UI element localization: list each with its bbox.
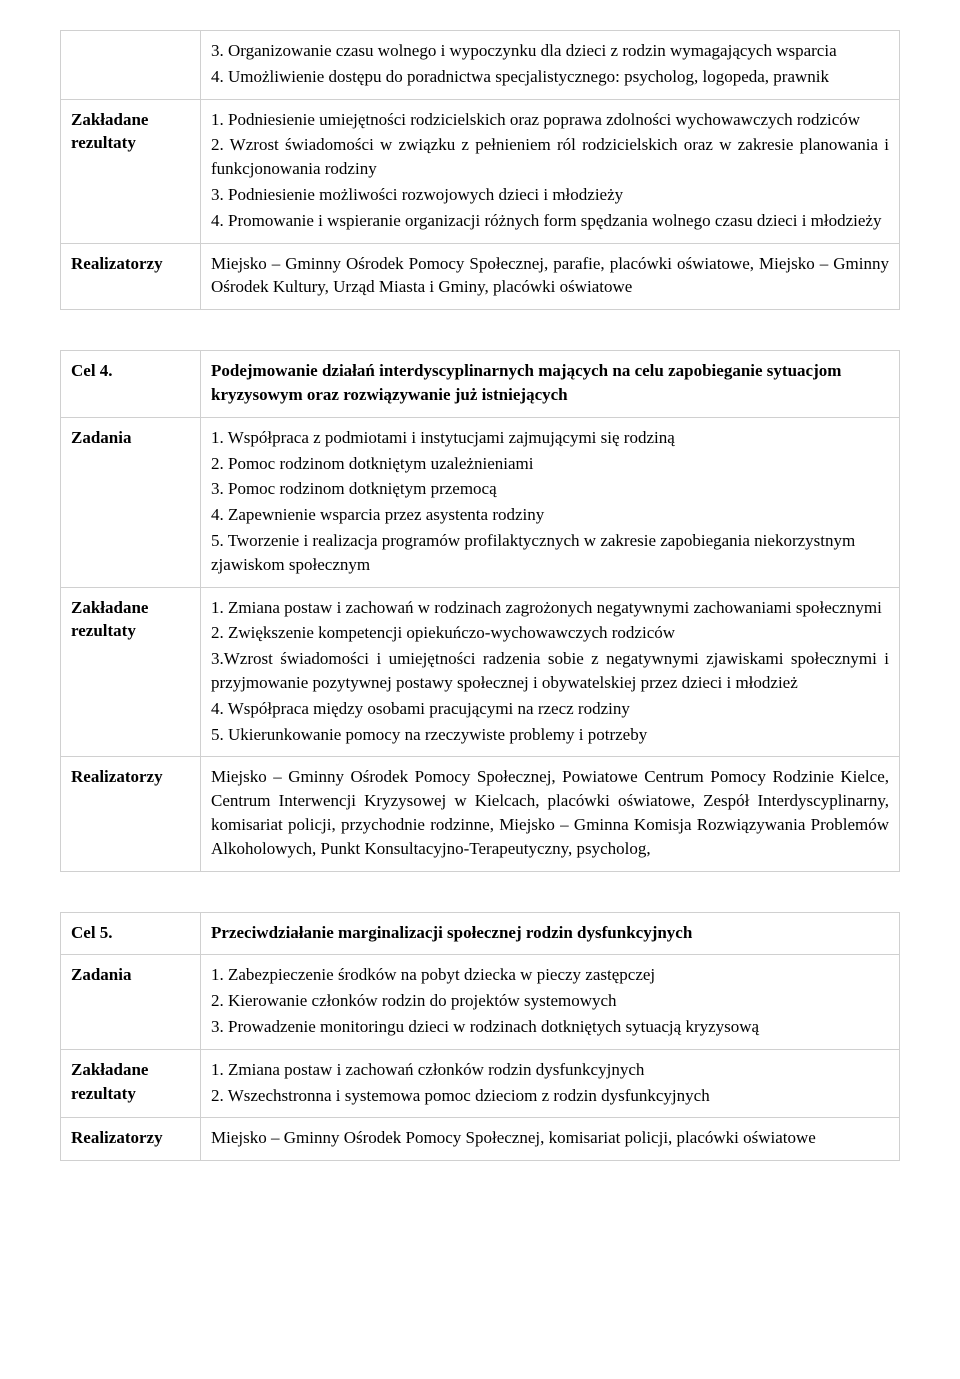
cell-label-cel4: Cel 4. [61, 351, 201, 418]
table-cel4: Cel 4. Podejmowanie działań interdyscypl… [60, 350, 900, 871]
cell-content: 1. Podniesienie umiejętności rodzicielsk… [201, 99, 900, 243]
cell-label-realizatorzy: Realizatorzy [61, 757, 201, 871]
cell-label-zadania: Zadania [61, 955, 201, 1049]
cell-label-zadania: Zadania [61, 417, 201, 587]
table-row: Zadania 1. Współpraca z podmiotami i ins… [61, 417, 900, 587]
cell-content: 3. Organizowanie czasu wolnego i wypoczy… [201, 31, 900, 100]
cell-content: Miejsko – Gminny Ośrodek Pomocy Społeczn… [201, 1118, 900, 1161]
table-row: Zakładane rezultaty 1. Zmiana postaw i z… [61, 587, 900, 757]
table-row: Cel 4. Podejmowanie działań interdyscypl… [61, 351, 900, 418]
cell-label-realizatorzy: Realizatorzy [61, 1118, 201, 1161]
cell-content: 1. Zmiana postaw i zachowań członków rod… [201, 1049, 900, 1118]
table-continuation: 3. Organizowanie czasu wolnego i wypoczy… [60, 30, 900, 310]
cell-content: 1. Zmiana postaw i zachowań w rodzinach … [201, 587, 900, 757]
cell-content: 1. Współpraca z podmiotami i instytucjam… [201, 417, 900, 587]
table-row: Zadania 1. Zabezpieczenie środków na pob… [61, 955, 900, 1049]
cell-label-rezultaty: Zakładane rezultaty [61, 1049, 201, 1118]
cell-content: Miejsko – Gminny Ośrodek Pomocy Społeczn… [201, 757, 900, 871]
cell-label-rezultaty: Zakładane rezultaty [61, 99, 201, 243]
cell-label-empty [61, 31, 201, 100]
cell-content: 1. Zabezpieczenie środków na pobyt dziec… [201, 955, 900, 1049]
cell-label-cel5: Cel 5. [61, 912, 201, 955]
table-row: Realizatorzy Miejsko – Gminny Ośrodek Po… [61, 757, 900, 871]
cell-content-title: Przeciwdziałanie marginalizacji społeczn… [201, 912, 900, 955]
cell-label-rezultaty: Zakładane rezultaty [61, 587, 201, 757]
table-cel5: Cel 5. Przeciwdziałanie marginalizacji s… [60, 912, 900, 1162]
table-row: Zakładane rezultaty 1. Zmiana postaw i z… [61, 1049, 900, 1118]
table-row: 3. Organizowanie czasu wolnego i wypoczy… [61, 31, 900, 100]
cell-content-title: Podejmowanie działań interdyscyplinarnyc… [201, 351, 900, 418]
table-row: Cel 5. Przeciwdziałanie marginalizacji s… [61, 912, 900, 955]
cell-content: Miejsko – Gminny Ośrodek Pomocy Społeczn… [201, 243, 900, 310]
table-row: Realizatorzy Miejsko – Gminny Ośrodek Po… [61, 243, 900, 310]
table-row: Zakładane rezultaty 1. Podniesienie umie… [61, 99, 900, 243]
table-row: Realizatorzy Miejsko – Gminny Ośrodek Po… [61, 1118, 900, 1161]
cell-label-realizatorzy: Realizatorzy [61, 243, 201, 310]
